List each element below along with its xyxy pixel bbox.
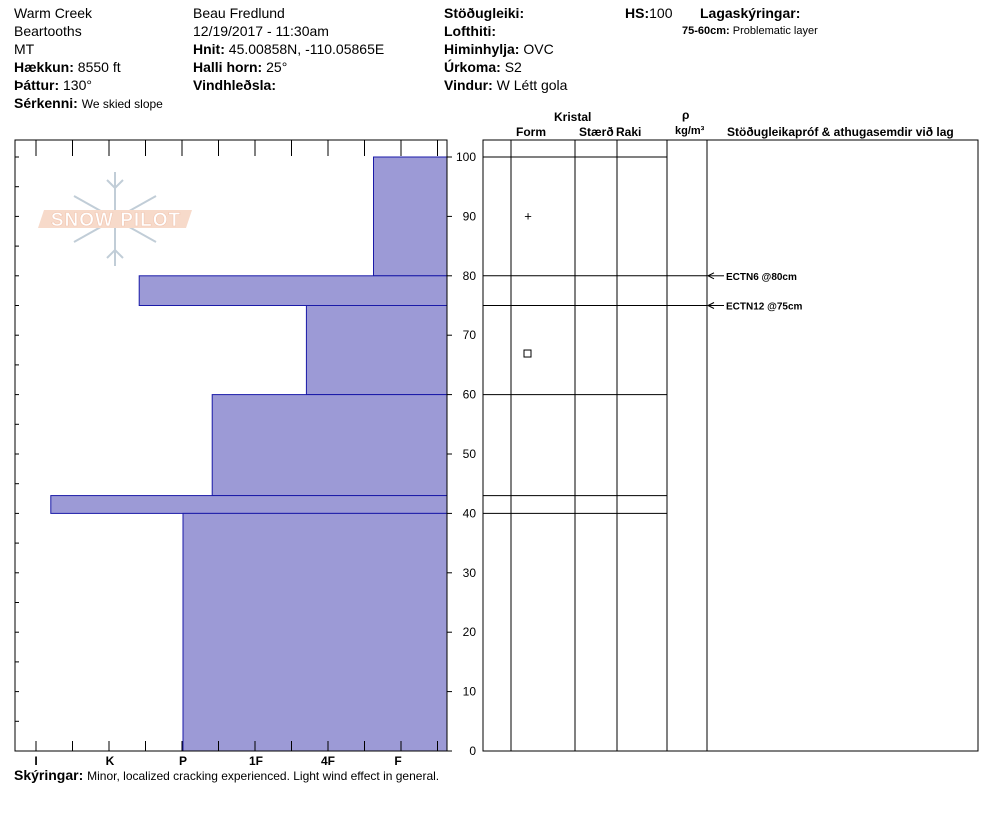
coords-label: Hnit: — [193, 41, 225, 57]
depth-tick-label: 70 — [463, 328, 477, 342]
stability-label: Stöðugleiki: — [444, 5, 525, 21]
range: Beartooths — [14, 23, 82, 39]
hardness-tick-label: F — [394, 754, 401, 768]
wind-loading: Vindhleðsla: — [193, 76, 276, 94]
hardness-bar — [373, 156, 448, 277]
logo-banner — [38, 210, 192, 228]
moisture-header: Raki — [616, 125, 642, 139]
elevation-label: Hækkun: — [14, 59, 74, 75]
test-label: ECTN12 @75cm — [726, 302, 803, 313]
test-arrow-head — [706, 302, 715, 309]
hardness-bar — [138, 275, 448, 306]
elevation-value: 8550 ft — [77, 59, 121, 75]
hardness-tick-label: 1F — [249, 754, 263, 768]
hardness-bar — [182, 512, 448, 752]
crystal-symbol — [523, 349, 532, 358]
remarks-value: We skied slope — [81, 97, 163, 111]
coords-value: 45.00858N, -110.05865E — [228, 41, 385, 57]
sky-label: Himinhylja: — [444, 41, 520, 57]
hs-label: HS: — [625, 5, 650, 21]
wind-loading-label: Vindhleðsla: — [193, 77, 276, 93]
wind-value: W Létt gola — [496, 77, 568, 93]
coordinates: Hnit: 45.00858N, -110.05865E — [193, 40, 384, 58]
location: Warm Creek — [14, 5, 93, 21]
hardness-bar — [211, 394, 448, 497]
aspect-label: Þáttur: — [14, 77, 60, 93]
density-unit-header: kg/m³ — [675, 125, 705, 137]
stability: Stöðugleiki: — [444, 4, 524, 22]
hardness-bar — [305, 305, 448, 396]
sky-value: OVC — [523, 41, 554, 57]
form-header: Form — [516, 125, 546, 139]
observer: Beau Fredlund — [193, 5, 285, 21]
layer-notes-title: Lagaskýringar: — [700, 5, 801, 21]
crystal-header: Kristal — [554, 110, 592, 124]
sky-cover: Himinhylja: OVC — [444, 40, 554, 58]
layer-note-range: 75-60cm: — [682, 25, 730, 37]
depth-tick-label: 80 — [463, 269, 477, 283]
aspect-value: 130° — [63, 77, 92, 93]
layer-note: 75-60cm: Problematic layer — [682, 22, 818, 40]
hardness-bar — [50, 495, 448, 514]
tests-header: Stöðugleikapróf & athugasemdir við lag — [727, 125, 954, 139]
hardness-tick-label: I — [34, 754, 37, 768]
slope-value: 25° — [266, 59, 288, 75]
slope-angle: Halli horn: 25° — [193, 58, 287, 76]
rho-header: ρ — [682, 108, 690, 122]
elevation: Hækkun: 8550 ft — [14, 58, 121, 76]
remarks-label: Sérkenni: — [14, 95, 78, 111]
comments: Skýringar: Minor, localized cracking exp… — [14, 766, 439, 785]
layer-note-text: Problematic layer — [732, 25, 818, 37]
logo-text: SNOW PILOT — [51, 210, 181, 231]
hardness-tick-label: 4F — [321, 754, 335, 768]
depth-tick-label: 60 — [463, 388, 477, 402]
depth-tick-label: 30 — [463, 566, 477, 580]
precip-value: S2 — [504, 59, 522, 75]
depth-tick-label: 90 — [463, 209, 477, 223]
depth-tick-label: 100 — [456, 150, 476, 164]
depth-tick-label: 20 — [463, 625, 477, 639]
depth-tick-label: 40 — [463, 506, 477, 520]
air-temp-label: Lofthiti: — [444, 23, 497, 39]
remarks: Sérkenni: We skied slope — [14, 94, 163, 113]
precip-label: Úrkoma: — [444, 59, 501, 75]
test-label: ECTN6 @80cm — [726, 272, 797, 283]
test-arrow-head — [706, 272, 715, 280]
comments-label: Skýringar: — [14, 767, 84, 783]
profile-grid-frame — [482, 139, 979, 752]
state: MT — [14, 41, 35, 57]
comments-value: Minor, localized cracking experienced. L… — [87, 769, 440, 783]
wind: Vindur: W Létt gola — [444, 76, 567, 94]
snowpilot-logo: SNOW PILOT — [38, 172, 192, 266]
precipitation: Úrkoma: S2 — [444, 58, 522, 76]
air-temp: Lofthiti: — [444, 22, 496, 40]
size-header: Stærð — [579, 125, 614, 139]
hardness-tick-label: P — [179, 754, 187, 768]
slope-label: Halli horn: — [193, 59, 263, 75]
hs-value: 100 — [649, 5, 673, 21]
hardness-plot-frame — [14, 139, 448, 752]
depth-tick-label: 0 — [469, 744, 476, 758]
hardness-tick-label: K — [106, 754, 115, 768]
datetime: 12/19/2017 - 11:30am — [193, 23, 329, 39]
snow-height: HS:100 — [625, 4, 672, 22]
wind-label: Vindur: — [444, 77, 493, 93]
depth-tick-label: 50 — [463, 447, 477, 461]
crystal-symbol: + — [524, 208, 532, 223]
depth-tick-label: 10 — [463, 685, 477, 699]
aspect: Þáttur: 130° — [14, 76, 92, 94]
